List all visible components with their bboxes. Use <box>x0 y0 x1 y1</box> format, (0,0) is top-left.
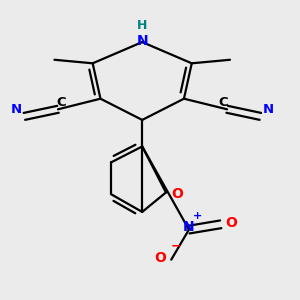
Text: C: C <box>219 96 228 109</box>
Text: +: + <box>193 211 203 221</box>
Text: O: O <box>171 187 183 201</box>
Text: N: N <box>183 220 195 234</box>
Text: N: N <box>11 103 22 116</box>
Text: C: C <box>57 96 66 109</box>
Text: O: O <box>155 251 167 265</box>
Text: O: O <box>225 216 237 230</box>
Text: −: − <box>170 240 181 253</box>
Text: H: H <box>137 19 147 32</box>
Text: N: N <box>136 34 148 48</box>
Text: N: N <box>262 103 274 116</box>
